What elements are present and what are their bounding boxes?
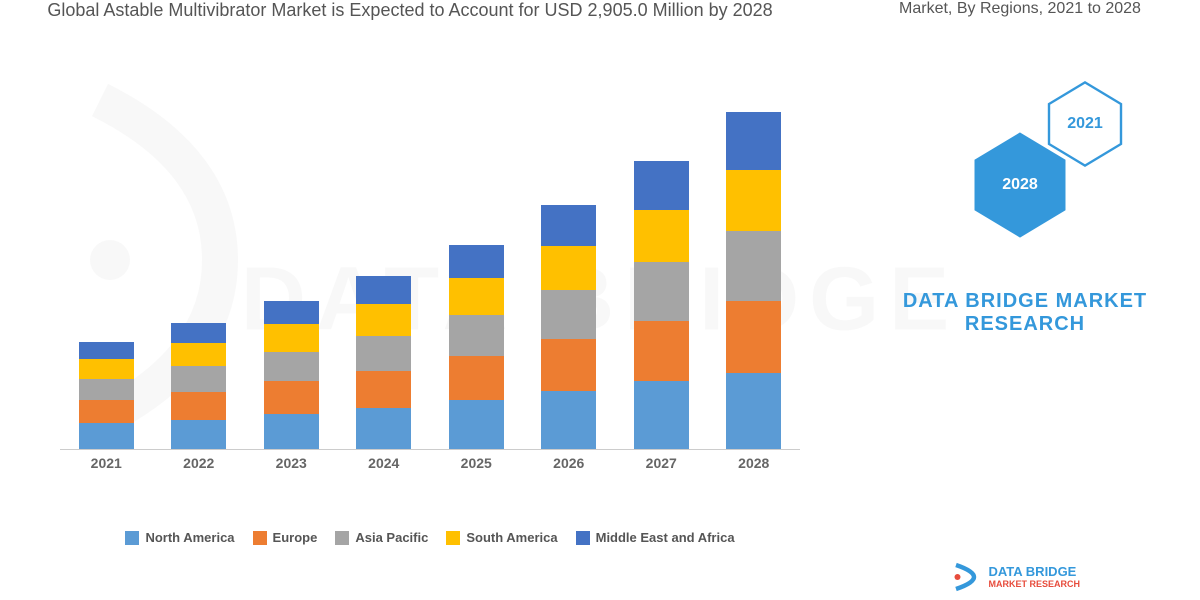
legend-label: Europe [273,530,318,545]
footer-sub-text: MARKET RESEARCH [988,579,1080,589]
legend-item: Middle East and Africa [576,530,735,545]
footer-logo-icon [950,562,980,592]
bar-segment [79,342,134,360]
bar-stack [356,276,411,449]
bar-segment [634,381,689,449]
chart-legend: North America Europe Asia Pacific South Ame… [60,530,800,545]
bar-segment [634,262,689,320]
bar-segment [264,381,319,414]
bar-stack [541,205,596,449]
bar-segment [449,245,504,278]
chart-title: Global Astable Multivibrator Market is E… [30,0,790,21]
bar-segment [79,379,134,400]
bar-segment [541,339,596,390]
x-axis-label: 2027 [631,455,691,480]
bar-segment [264,324,319,352]
legend-swatch [335,531,349,545]
bar-segment [541,246,596,290]
bar-segment [634,210,689,263]
footer-brand-text: DATA BRIDGE [988,565,1080,579]
x-axis-labels: 2021 2022 2023 2024 2025 2026 2027 2028 [60,455,800,480]
brand-text: DATA BRIDGE MARKET RESEARCH [850,290,1200,336]
x-axis-label: 2022 [169,455,229,480]
legend-swatch [446,531,460,545]
bar-segment [79,400,134,423]
bar-stack [634,161,689,449]
stacked-bar-chart: 2021 2022 2023 2024 2025 2026 2027 2028 [60,100,800,480]
bar-segment [79,423,134,449]
legend-label: North America [145,530,234,545]
bar-segment [449,356,504,400]
hexagon-2021: 2021 [1045,80,1125,168]
bar-segment [264,301,319,324]
bar-segment [726,373,781,449]
bar-segment [171,420,226,449]
bar-segment [541,205,596,246]
bar-segment [541,290,596,339]
bar-segment [356,371,411,408]
bar-segment [171,343,226,366]
legend-label: Middle East and Africa [596,530,735,545]
legend-item: South America [446,530,557,545]
x-axis-label: 2028 [724,455,784,480]
x-axis-label: 2023 [261,455,321,480]
bar-segment [356,408,411,449]
bar-stack [264,301,319,449]
right-panel: 2028 2021 DATA BRIDGE MARKET RESEARCH [850,60,1200,540]
hexagon-2021-label: 2021 [1067,115,1103,133]
bar-segment [356,336,411,371]
bar-segment [726,112,781,170]
bar-segment [356,304,411,336]
bars-container [60,100,800,450]
x-axis-label: 2026 [539,455,599,480]
bar-segment [449,315,504,356]
legend-swatch [253,531,267,545]
legend-item: Europe [253,530,318,545]
legend-item: Asia Pacific [335,530,428,545]
x-axis-label: 2024 [354,455,414,480]
bar-stack [726,112,781,449]
legend-label: Asia Pacific [355,530,428,545]
bar-stack [171,323,226,449]
bar-segment [726,301,781,373]
x-axis-label: 2021 [76,455,136,480]
legend-label: South America [466,530,557,545]
bar-segment [264,352,319,381]
bar-segment [634,161,689,210]
hexagon-2028-label: 2028 [1002,176,1038,194]
bar-segment [541,391,596,449]
x-axis-label: 2025 [446,455,506,480]
footer-logo: DATA BRIDGE MARKET RESEARCH [950,562,1080,592]
bar-segment [79,359,134,379]
bar-segment [171,392,226,420]
bar-segment [449,400,504,449]
bar-segment [634,321,689,382]
bar-segment [356,276,411,304]
legend-item: North America [125,530,234,545]
bar-segment [726,231,781,301]
hexagon-graphic: 2028 2021 [850,60,1200,280]
bar-segment [171,323,226,343]
bar-stack [79,342,134,449]
footer-logo-text-block: DATA BRIDGE MARKET RESEARCH [988,565,1080,589]
bar-segment [449,278,504,315]
right-panel-title: Market, By Regions, 2021 to 2028 [860,0,1180,18]
legend-swatch [576,531,590,545]
legend-swatch [125,531,139,545]
bar-segment [726,170,781,231]
bar-stack [449,245,504,449]
bar-segment [264,414,319,449]
bar-segment [171,366,226,392]
